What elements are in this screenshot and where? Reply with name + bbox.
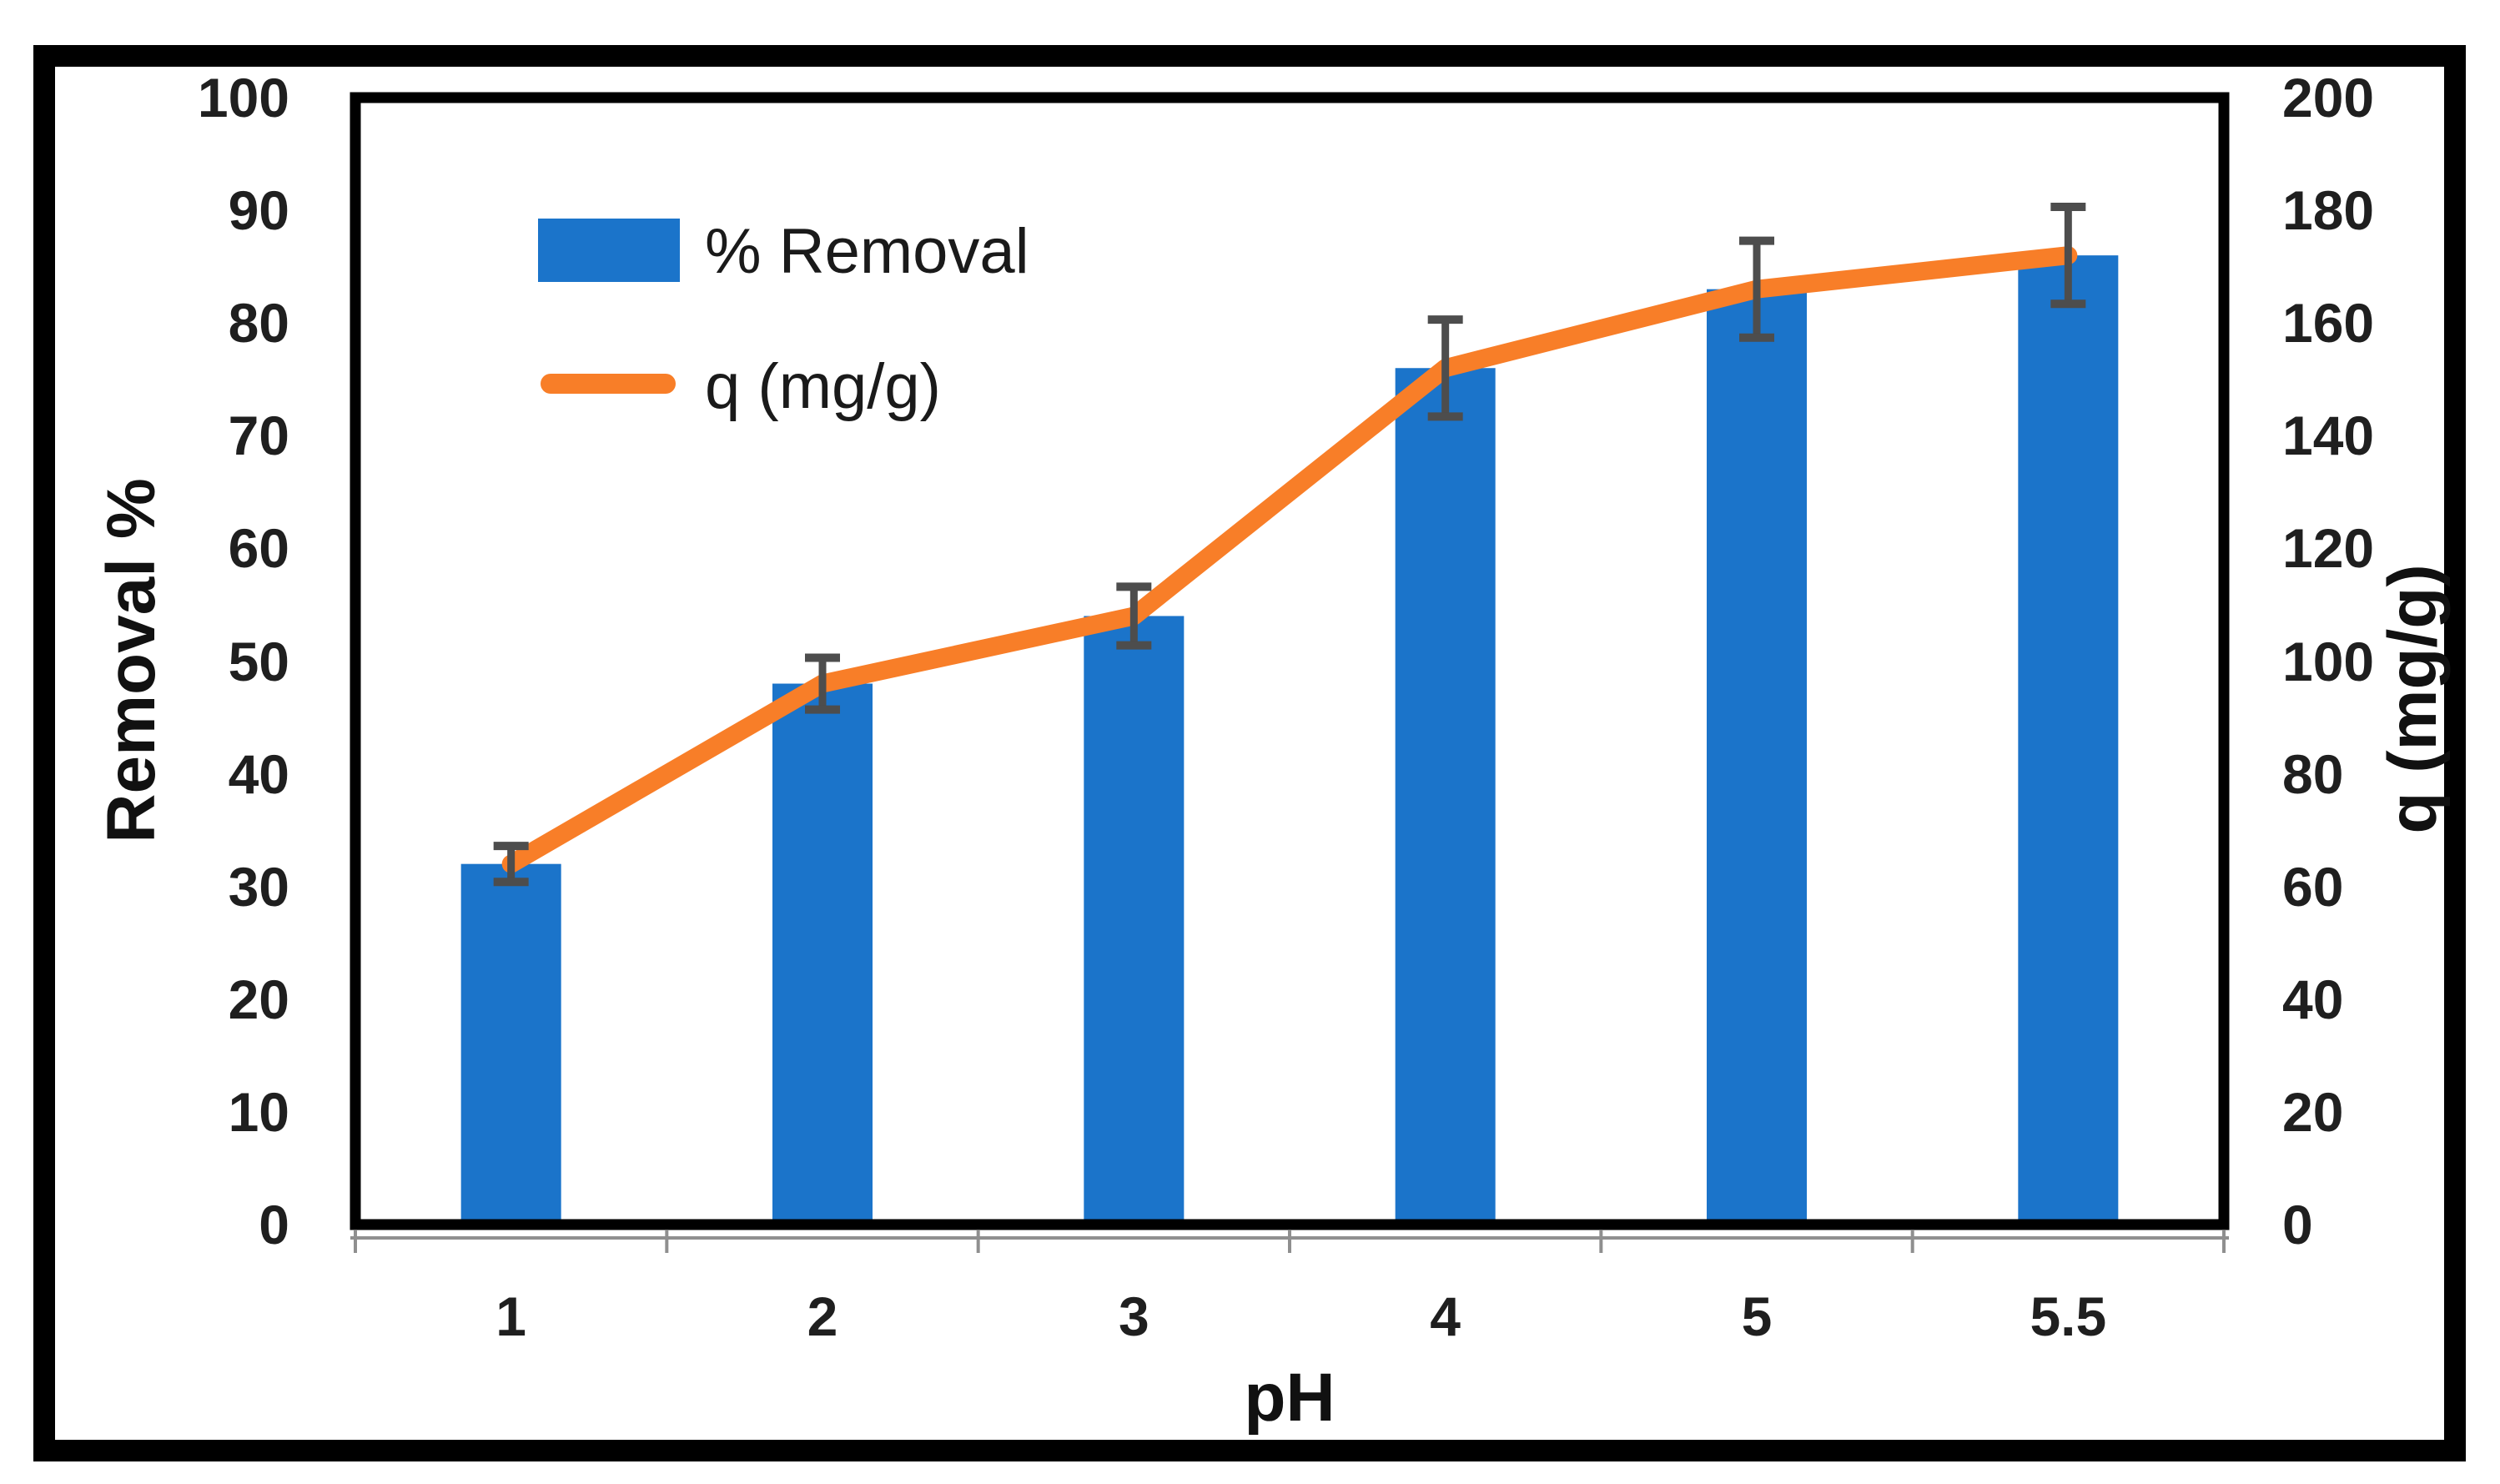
x-axis-tick-label: 2	[807, 1285, 838, 1347]
legend-label-q: q (mg/g)	[705, 351, 941, 422]
figure-border-frame	[33, 45, 2466, 1461]
left-axis-tick-label: 70	[228, 405, 289, 467]
legend-line-swatch	[541, 374, 676, 394]
right-axis-tick-label: 40	[2282, 968, 2344, 1030]
left-axis-tick-label: 100	[197, 67, 289, 128]
x-axis-tick-label: 5	[1741, 1285, 1773, 1347]
left-axis-tick-label: 10	[228, 1080, 289, 1143]
legend-label-removal: % Removal	[705, 216, 1029, 287]
left-axis-tick-label: 0	[259, 1194, 289, 1255]
bar	[772, 683, 873, 1225]
bar	[1084, 616, 1185, 1225]
left-axis-tick-label: 60	[228, 517, 289, 580]
right-axis-tick-label: 180	[2282, 179, 2375, 242]
x-axis-tick-label: 5.5	[2030, 1285, 2107, 1347]
x-axis-tick-label: 4	[1430, 1285, 1461, 1347]
right-axis-tick-label: 0	[2282, 1194, 2313, 1255]
left-axis-tick-label: 90	[228, 179, 289, 242]
x-axis-tick-label: 1	[495, 1285, 527, 1347]
right-axis-tick-label: 80	[2282, 742, 2344, 805]
left-axis-title: Removal %	[93, 478, 169, 843]
right-axis-tick-label: 120	[2282, 517, 2375, 580]
right-axis-tick-label: 160	[2282, 292, 2375, 355]
bar	[2018, 255, 2119, 1225]
bar	[1395, 368, 1496, 1225]
left-axis-tick-label: 40	[228, 742, 289, 805]
bar	[460, 863, 561, 1225]
left-axis-tick-label: 50	[228, 630, 289, 692]
bar	[1707, 289, 1807, 1225]
x-axis-title: pH	[1244, 1360, 1336, 1436]
plot-border	[350, 92, 2230, 1230]
legend-bar-swatch	[538, 219, 680, 282]
line-series	[501, 246, 2078, 873]
right-axis-tick-label: 20	[2282, 1080, 2344, 1143]
x-axis-tick-label: 3	[1118, 1285, 1149, 1347]
right-axis-tick-label: 140	[2282, 405, 2375, 467]
right-axis-tick-label: 60	[2282, 855, 2344, 918]
left-axis-tick-label: 80	[228, 292, 289, 355]
left-axis-tick-label: 20	[228, 968, 289, 1030]
right-axis-tick-label: 200	[2282, 67, 2375, 128]
right-axis-title: q (mg/g)	[2375, 564, 2451, 834]
left-axis-tick-label: 30	[228, 855, 289, 918]
right-axis-tick-label: 100	[2282, 630, 2375, 692]
